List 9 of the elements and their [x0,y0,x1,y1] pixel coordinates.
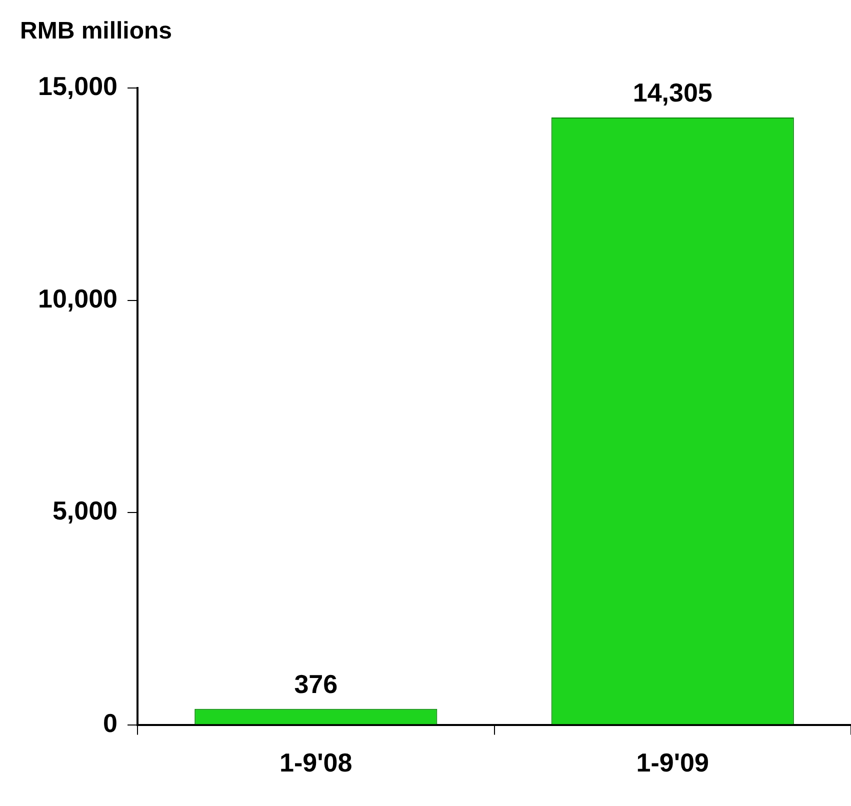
x-tick-label: 1-9'09 [636,748,709,778]
y-tick-label: 0 [103,708,118,738]
y-axis-title: RMB millions [20,18,172,45]
x-tick-label: 1-9'08 [280,748,352,778]
data-label: 14,305 [632,78,712,108]
y-tick-label: 5,000 [52,496,118,526]
data-label: 376 [294,669,338,700]
y-tick-label: 15,000 [38,71,118,102]
y-tick-label: 10,000 [38,283,118,314]
